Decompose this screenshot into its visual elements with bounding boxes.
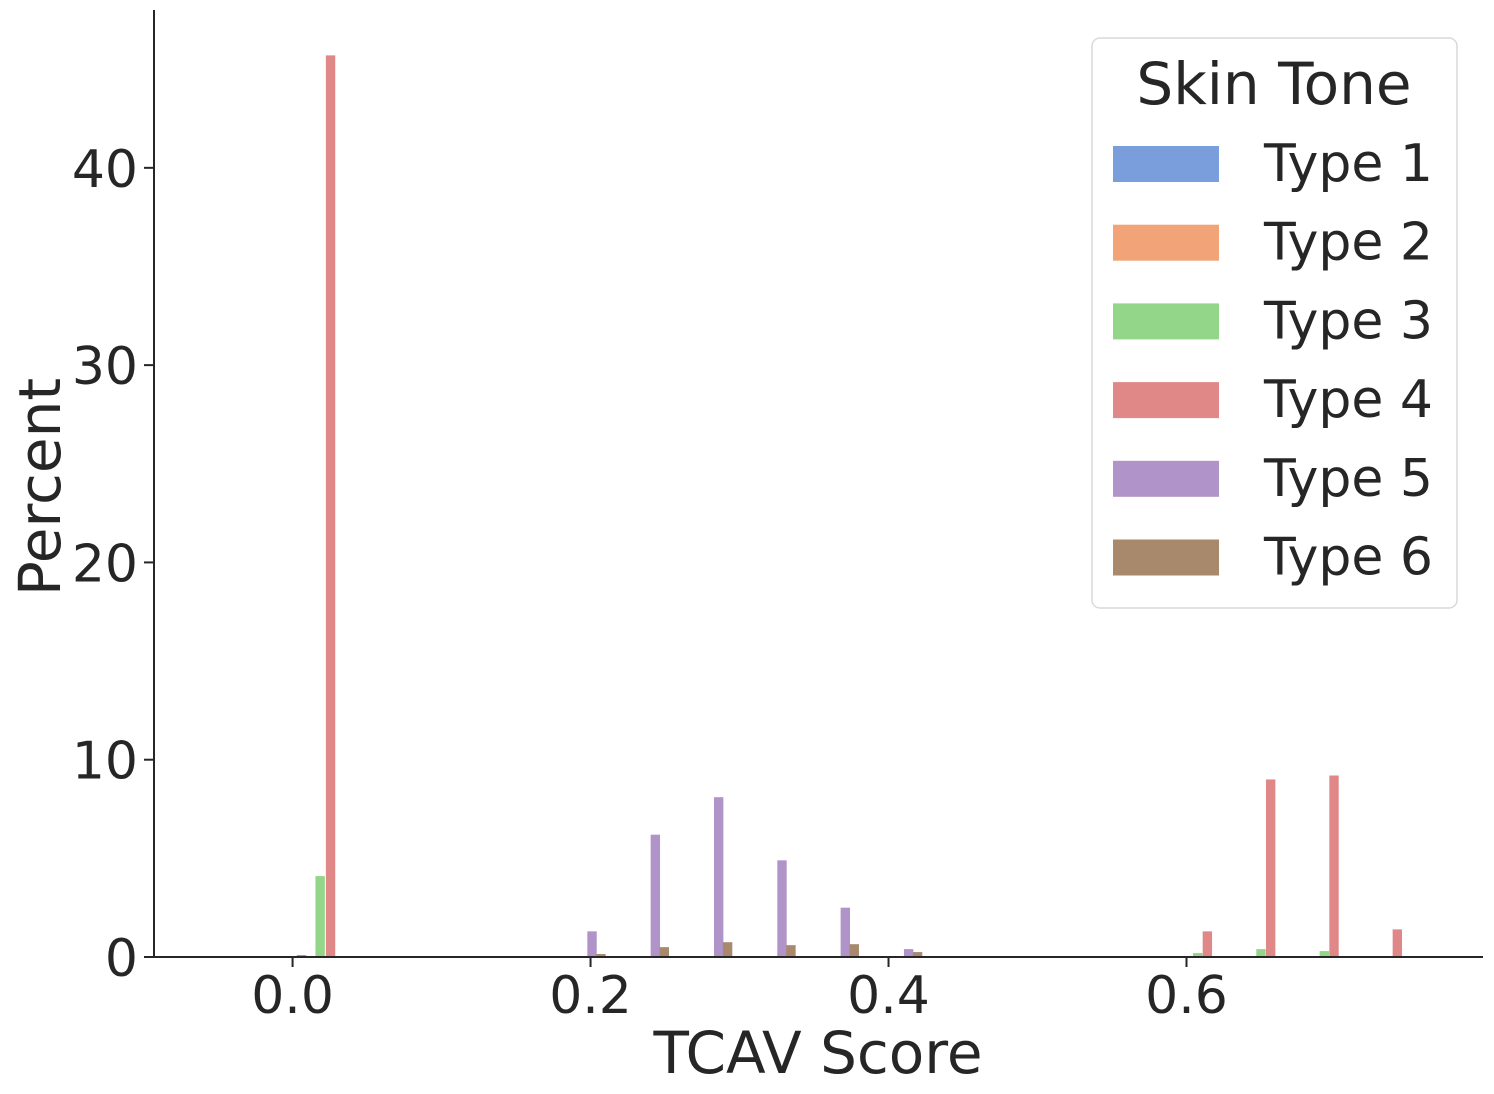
legend-swatch-type-1 <box>1113 146 1219 182</box>
bar-type-6-3 <box>722 942 733 957</box>
x-ticks: 0.0 0.2 0.4 0.6 <box>251 957 1228 1026</box>
legend-label-type-6: Type 6 <box>1263 528 1433 588</box>
legend: Skin Tone Type 1 Type 2 Type 3 Type 4 Type 5… <box>1091 37 1458 609</box>
legend-label-type-4: Type 4 <box>1263 370 1433 430</box>
bar-type-3-1 <box>315 876 325 957</box>
bar-type-5-6 <box>903 949 914 957</box>
legend-label-type-2: Type 2 <box>1263 213 1433 273</box>
bar-type-4-4 <box>1329 775 1339 957</box>
bar-type-6-1 <box>596 954 606 957</box>
legend-label-type-5: Type 5 <box>1263 449 1433 509</box>
y-tick-label: 30 <box>72 337 138 397</box>
y-tick-label: 0 <box>105 929 138 989</box>
y-tick-label: 40 <box>72 140 138 200</box>
bar-type-5-4 <box>777 860 787 957</box>
y-axis-title: Percent <box>6 378 74 596</box>
legend-swatch-type-4 <box>1113 382 1219 419</box>
bar-type-5-2 <box>650 834 661 957</box>
legend-swatch-type-2 <box>1113 224 1219 261</box>
bar-type-4-2 <box>1202 931 1213 957</box>
bars-layer <box>296 55 1403 957</box>
x-tick-label: 0.4 <box>847 966 930 1026</box>
x-tick-label: 0.6 <box>1145 966 1228 1026</box>
x-tick-label: 0.0 <box>251 966 334 1026</box>
bar-type-4-3 <box>1265 779 1276 957</box>
bar-type-6-5 <box>849 944 859 957</box>
bar-type-5-5 <box>840 907 851 957</box>
legend-swatch-type-3 <box>1113 303 1219 340</box>
x-axis-title: TCAV Score <box>652 1019 982 1087</box>
bar-type-4-5 <box>1392 929 1403 957</box>
legend-swatch-type-6 <box>1113 539 1219 576</box>
bar-type-3-3 <box>1256 949 1266 957</box>
legend-items: Type 1 Type 2 Type 3 Type 4 Type 5 Type 6 <box>1113 134 1433 588</box>
legend-title: Skin Tone <box>1136 50 1411 118</box>
bar-type-4-1 <box>325 55 336 957</box>
x-tick-label: 0.2 <box>549 966 632 1026</box>
bar-type-5-1 <box>587 931 597 957</box>
bar-type-6-4 <box>786 945 796 957</box>
legend-label-type-1: Type 1 <box>1263 134 1433 194</box>
legend-label-type-3: Type 3 <box>1263 291 1433 351</box>
y-tick-label: 20 <box>72 534 138 594</box>
bar-type-6-2 <box>659 947 669 957</box>
bar-type-5-3 <box>713 797 724 957</box>
y-tick-label: 10 <box>72 732 138 792</box>
bar-type-3-4 <box>1319 951 1330 957</box>
bar-type-3-2 <box>1192 953 1203 957</box>
y-ticks: 0 10 20 30 40 <box>72 140 154 989</box>
legend-swatch-type-5 <box>1113 460 1219 497</box>
bar-type-6-6 <box>912 952 923 957</box>
